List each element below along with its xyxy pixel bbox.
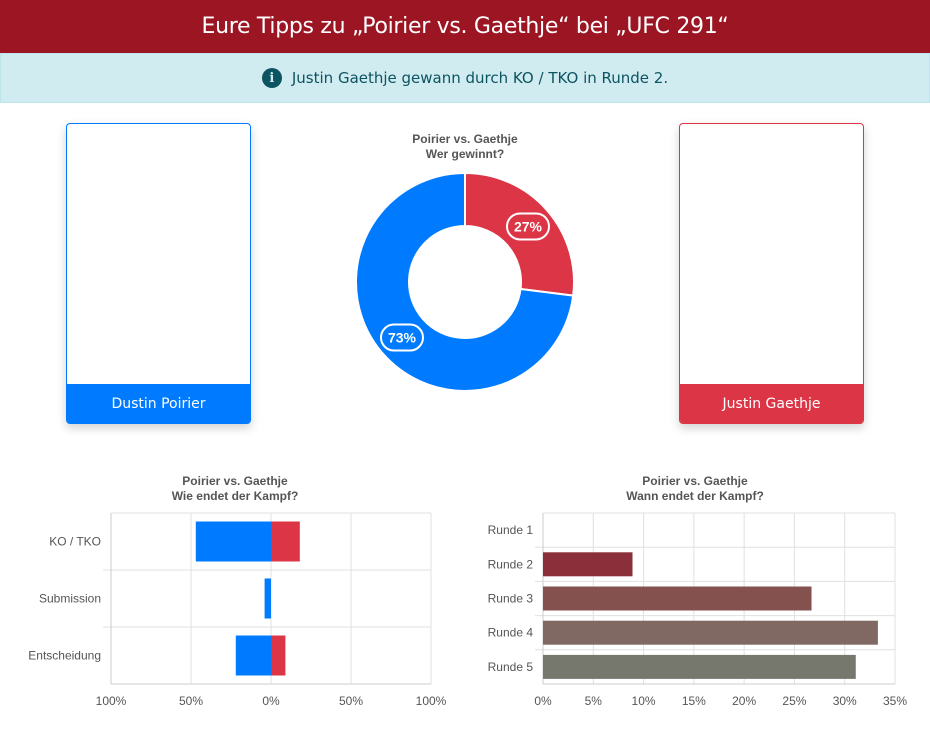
- fighter-name-gaethje: Justin Gaethje: [680, 384, 863, 423]
- method-bar-poirier-2: [235, 635, 271, 676]
- method-subtitle: Wie endet der Kampf?: [172, 489, 299, 503]
- donut-subtitle: Wer gewinnt?: [426, 147, 504, 161]
- round-bar-1: [543, 552, 633, 577]
- info-icon: i: [261, 68, 282, 88]
- method-bar-gaethje-2: [271, 635, 286, 676]
- round-tick-label-6: 30%: [833, 694, 857, 708]
- method-category-label-1: Submission: [39, 592, 101, 606]
- fighter-card-gaethje[interactable]: Justin Gaethje: [679, 123, 864, 424]
- method-tick-label-1: 50%: [179, 694, 203, 708]
- round-tick-label-1: 5%: [585, 694, 603, 708]
- round-category-label-3: Runde 4: [488, 626, 534, 640]
- round-subtitle: Wann endet der Kampf?: [626, 489, 764, 503]
- method-bar-poirier-1: [264, 578, 271, 619]
- round-tick-label-5: 25%: [782, 694, 806, 708]
- round-category-label-1: Runde 2: [488, 557, 534, 571]
- result-alert: i Justin Gaethje gewann durch KO / TKO i…: [0, 53, 930, 103]
- fighter-name-poirier: Dustin Poirier: [67, 384, 250, 423]
- donut-title: Poirier vs. Gaethje: [412, 132, 518, 146]
- round-bar-3: [543, 620, 878, 645]
- donut-label-0: 27%: [514, 218, 543, 234]
- round-tick-label-4: 20%: [732, 694, 756, 708]
- round-bar-chart: Poirier vs. Gaethje Wann endet der Kampf…: [488, 474, 908, 708]
- method-title: Poirier vs. Gaethje: [182, 474, 288, 488]
- winner-donut-chart: Poirier vs. Gaethje Wer gewinnt? 27% 73%: [355, 132, 575, 392]
- round-bar-4: [543, 654, 856, 679]
- round-category-label-2: Runde 3: [488, 592, 534, 606]
- result-text: Justin Gaethje gewann durch KO / TKO in …: [291, 69, 669, 87]
- round-tick-label-0: 0%: [534, 694, 552, 708]
- method-category-label-2: Entscheidung: [28, 649, 101, 663]
- donut-label-bg-1: [379, 323, 424, 352]
- method-tick-label-4: 100%: [416, 694, 447, 708]
- donut-label-bg-0: [506, 212, 551, 241]
- donut-label-1: 73%: [388, 330, 417, 346]
- round-tick-label-7: 35%: [883, 694, 907, 708]
- round-title: Poirier vs. Gaethje: [642, 474, 748, 488]
- method-bar-chart: Poirier vs. Gaethje Wie endet der Kampf?…: [28, 474, 446, 708]
- method-tick-label-0: 100%: [96, 694, 127, 708]
- page-title: Eure Tipps zu „Poirier vs. Gaethje“ bei …: [0, 0, 930, 53]
- round-tick-label-2: 10%: [632, 694, 656, 708]
- round-tick-label-3: 15%: [682, 694, 706, 708]
- method-tick-label-2: 0%: [262, 694, 280, 708]
- round-category-label-4: Runde 5: [488, 660, 534, 674]
- method-bar-gaethje-0: [271, 521, 300, 562]
- fighter-card-poirier[interactable]: Dustin Poirier: [66, 123, 251, 424]
- method-category-label-0: KO / TKO: [49, 535, 101, 549]
- round-bar-2: [543, 586, 812, 611]
- method-tick-label-3: 50%: [339, 694, 363, 708]
- round-category-label-0: Runde 1: [488, 523, 534, 537]
- method-bar-poirier-0: [195, 521, 271, 562]
